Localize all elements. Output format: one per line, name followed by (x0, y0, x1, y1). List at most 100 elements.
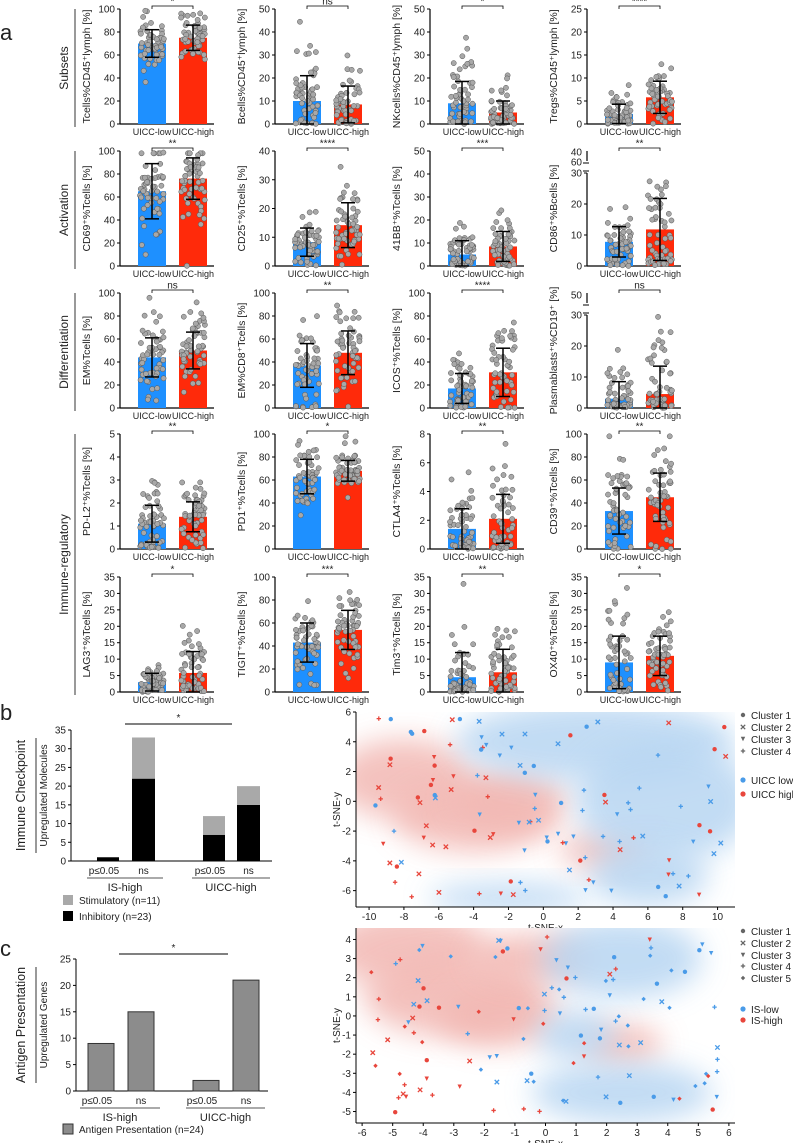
data-point (648, 541, 654, 548)
data-point (452, 688, 459, 694)
data-point (664, 663, 670, 669)
y-tick-label: 15 (55, 800, 67, 811)
scatter-point (403, 1094, 409, 1100)
data-point (187, 309, 194, 315)
y-tick-label: 80 (104, 28, 116, 39)
data-point (490, 544, 497, 550)
scatter-point (591, 1006, 596, 1012)
x-tick-label: UICC-low (288, 269, 327, 279)
data-point (497, 246, 503, 253)
data-point (293, 490, 299, 497)
data-point (350, 665, 357, 672)
y-tick-label: 30 (414, 51, 426, 62)
significance-bracket (151, 430, 194, 434)
data-point (507, 494, 513, 501)
data-point (498, 404, 504, 410)
bar-segment (132, 737, 155, 779)
scatter-point (491, 832, 496, 837)
data-point (200, 352, 207, 359)
data-point (655, 314, 661, 320)
legend-label: UICC high (751, 790, 793, 801)
y-tick-label: 15 (571, 638, 583, 649)
data-point (657, 328, 664, 335)
data-point (138, 40, 145, 46)
y-tick-label: 15 (60, 1007, 72, 1018)
data-point (183, 195, 190, 202)
data-point (645, 81, 652, 88)
data-point (658, 344, 665, 351)
y-tick-label: 10 (55, 819, 67, 830)
data-point (178, 54, 185, 60)
data-point (342, 213, 349, 220)
data-point (334, 338, 341, 345)
data-point (668, 217, 675, 224)
scatter-point (607, 993, 612, 998)
data-point (338, 117, 345, 123)
data-point (312, 110, 319, 116)
bar-panel: 0 20 40 60 80 100 EM%CD8⁺Tcells [%] UICC-low UIC… (236, 281, 369, 422)
data-point (653, 73, 660, 80)
data-point (509, 516, 516, 522)
data-point (181, 186, 188, 193)
legend-label: Cluster 2 (751, 723, 791, 734)
legend-label: IS-high (751, 1016, 783, 1027)
significance-label: **** (320, 139, 336, 150)
scatter-point (525, 1006, 531, 1011)
data-point (179, 363, 186, 370)
y-tick-label: 20 (571, 200, 583, 211)
data-point (182, 373, 188, 380)
bar-panel: 0 5 10 15 20 25 30 35 OX40⁺%Tcells [%] UICC-low UI… (548, 565, 681, 706)
scatter-point (697, 948, 702, 953)
data-point (656, 481, 662, 488)
data-point (461, 223, 467, 230)
bar-panel: 0 10 20 30 40 50 Bcells%CD45⁺lymph [%] UICC-low… (236, 0, 369, 137)
data-point (340, 189, 347, 196)
scatter-point (711, 851, 717, 857)
data-point (456, 365, 463, 372)
legend-swatch (63, 895, 73, 905)
data-point (510, 319, 517, 326)
data-point (183, 343, 190, 350)
data-point (294, 612, 301, 619)
data-point (450, 60, 457, 66)
y-tick-label: 25 (104, 605, 116, 616)
data-point (453, 225, 459, 232)
data-point (654, 391, 660, 398)
x-tick-label: 1 (573, 1128, 579, 1139)
data-point (621, 648, 628, 655)
density-background (356, 712, 735, 907)
y-tick-label: 40 (259, 28, 271, 39)
data-point (448, 476, 455, 483)
y-tick-label: 35 (104, 573, 116, 584)
data-point (299, 337, 305, 344)
bar-panel: 0 20 40 60 80 100 Tcells%CD45⁺lymph [%] UICC-lo… (81, 0, 214, 137)
y-tick-label: 8 (419, 430, 425, 441)
data-point (356, 89, 363, 96)
data-point (623, 513, 630, 520)
data-point (338, 375, 344, 381)
scatter-point (655, 752, 661, 758)
data-point (663, 358, 670, 365)
data-point (622, 239, 629, 246)
blue-density (531, 1062, 712, 1123)
scatter-point (431, 754, 437, 760)
data-point (467, 516, 474, 522)
y-axis-label: CD39⁺%Tcells [%] (548, 448, 560, 534)
scatter-point (406, 1020, 411, 1025)
y-tick-label: 4 (109, 453, 115, 464)
data-point (504, 404, 511, 411)
data-point (182, 544, 188, 551)
y-tick-label: 40 (259, 642, 271, 653)
x-tick-label: UICC-low (600, 552, 639, 562)
data-point (304, 258, 310, 265)
data-point (463, 34, 469, 41)
data-point (653, 543, 659, 550)
data-point (160, 680, 166, 687)
data-point (653, 665, 659, 672)
data-point (294, 658, 301, 665)
x-tick-label: UICC-low (288, 552, 327, 562)
y-tick-label: 40 (414, 358, 426, 369)
panel-a: Subsets Activation Differentiation Immune-r… (57, 0, 681, 705)
scatter-point (421, 835, 426, 841)
data-point (497, 379, 503, 386)
